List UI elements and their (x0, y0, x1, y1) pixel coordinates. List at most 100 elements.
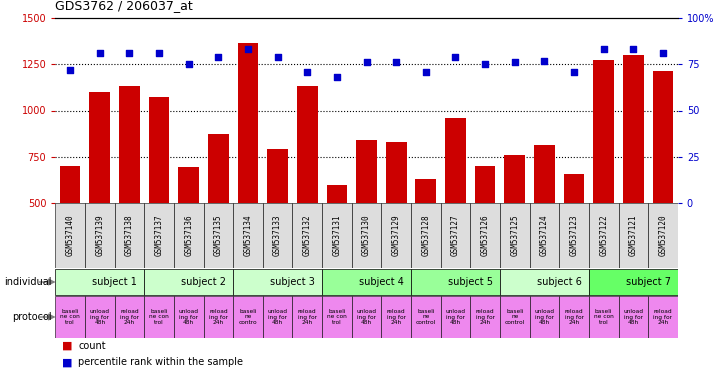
Bar (381, 296, 411, 338)
Text: subject 5: subject 5 (448, 277, 493, 287)
Point (302, 69, 313, 75)
Bar (208, 134, 229, 203)
Text: GSM537136: GSM537136 (185, 215, 193, 256)
Text: GSM537133: GSM537133 (273, 215, 282, 256)
Text: baseli
ne
contro: baseli ne contro (238, 309, 257, 325)
Point (213, 54, 224, 60)
Bar (559, 296, 589, 338)
Bar (386, 142, 406, 203)
Point (657, 50, 668, 56)
Text: baseli
ne con
trol: baseli ne con trol (327, 309, 347, 325)
Bar (85, 296, 115, 338)
Bar (55, 296, 85, 338)
Bar (504, 155, 525, 203)
Point (480, 61, 491, 67)
Bar (618, 296, 648, 338)
Point (509, 59, 521, 65)
Text: GSM537139: GSM537139 (95, 215, 104, 256)
Text: subject 7: subject 7 (625, 277, 671, 287)
Point (391, 59, 402, 65)
Bar (178, 167, 199, 203)
Bar (322, 268, 411, 295)
Bar (475, 166, 495, 203)
Bar (292, 203, 322, 268)
Point (153, 50, 164, 56)
Bar (267, 149, 288, 203)
Text: GSM537134: GSM537134 (243, 215, 253, 256)
Text: unload
ing for
48h: unload ing for 48h (534, 309, 554, 325)
Point (449, 54, 461, 60)
Bar (530, 296, 559, 338)
Point (598, 46, 610, 53)
Bar (149, 97, 169, 203)
Text: unload
ing for
48h: unload ing for 48h (623, 309, 643, 325)
Bar (648, 296, 678, 338)
Bar (144, 296, 174, 338)
Text: reload
ing for
24h: reload ing for 24h (387, 309, 406, 325)
Bar (441, 203, 470, 268)
Bar (144, 203, 174, 268)
Text: GSM537131: GSM537131 (332, 215, 341, 256)
Text: GSM537122: GSM537122 (600, 215, 608, 256)
Text: subject 3: subject 3 (270, 277, 315, 287)
Text: baseli
ne con
trol: baseli ne con trol (149, 309, 169, 325)
Bar (589, 268, 678, 295)
Text: GSM537125: GSM537125 (510, 215, 519, 256)
Text: unload
ing for
48h: unload ing for 48h (90, 309, 110, 325)
Point (568, 69, 579, 75)
Bar (564, 174, 584, 203)
Bar (618, 203, 648, 268)
Text: reload
ing for
24h: reload ing for 24h (653, 309, 673, 325)
Bar (530, 203, 559, 268)
Text: count: count (78, 341, 106, 351)
Text: GSM537120: GSM537120 (658, 215, 668, 256)
Text: subject 6: subject 6 (537, 277, 582, 287)
Text: subject 2: subject 2 (181, 277, 226, 287)
Text: subject 4: subject 4 (359, 277, 404, 287)
Bar (416, 179, 437, 203)
Bar (356, 140, 377, 203)
Bar (238, 43, 258, 203)
Bar (445, 118, 466, 203)
Text: baseli
ne
control: baseli ne control (416, 309, 436, 325)
Bar (589, 203, 618, 268)
Text: unload
ing for
48h: unload ing for 48h (357, 309, 376, 325)
Bar (174, 203, 203, 268)
Text: percentile rank within the sample: percentile rank within the sample (78, 358, 243, 367)
Point (420, 69, 432, 75)
Bar (534, 145, 555, 203)
Bar (500, 268, 589, 295)
Bar (411, 296, 441, 338)
Text: GSM537130: GSM537130 (362, 215, 371, 256)
Text: unload
ing for
48h: unload ing for 48h (268, 309, 288, 325)
Text: ■: ■ (62, 358, 73, 367)
Bar (297, 86, 317, 203)
Bar (233, 296, 263, 338)
Bar (55, 268, 144, 295)
Bar (589, 296, 618, 338)
Bar (470, 296, 500, 338)
Bar (174, 296, 203, 338)
Bar (648, 203, 678, 268)
Text: reload
ing for
24h: reload ing for 24h (298, 309, 317, 325)
Text: GSM537127: GSM537127 (451, 215, 460, 256)
Text: ■: ■ (62, 341, 73, 351)
Point (183, 61, 195, 67)
Bar (327, 184, 348, 203)
Bar (559, 203, 589, 268)
Text: baseli
ne con
trol: baseli ne con trol (594, 309, 614, 325)
Bar (115, 296, 144, 338)
Bar (85, 203, 115, 268)
Text: individual: individual (4, 277, 52, 287)
Bar (119, 86, 140, 203)
Bar (144, 268, 233, 295)
Text: unload
ing for
48h: unload ing for 48h (179, 309, 199, 325)
Text: GDS3762 / 206037_at: GDS3762 / 206037_at (55, 0, 193, 12)
Bar (352, 296, 381, 338)
Text: GSM537129: GSM537129 (392, 215, 401, 256)
Bar (322, 296, 352, 338)
Point (94, 50, 106, 56)
Text: GSM537123: GSM537123 (569, 215, 579, 256)
Bar (263, 296, 292, 338)
Text: reload
ing for
24h: reload ing for 24h (209, 309, 228, 325)
